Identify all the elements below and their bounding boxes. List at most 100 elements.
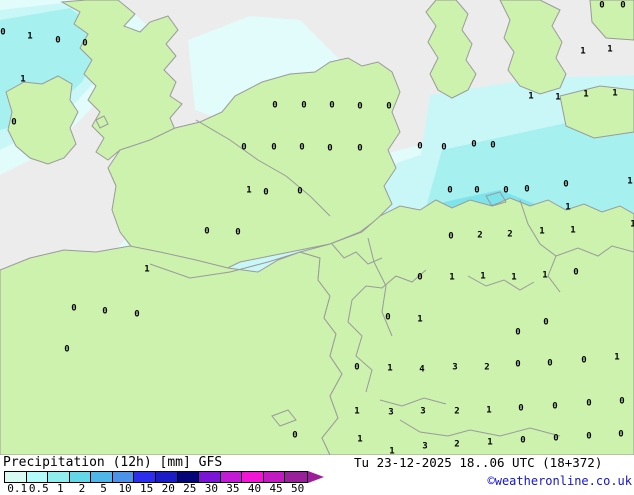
colorbar-swatch (5, 472, 27, 482)
border-france-germany (351, 269, 427, 301)
colorbar-tick-labels: 0.1 0.5 1 2 5 10 15 20 25 30 35 40 45 50 (4, 482, 334, 495)
precip-value-label: 0 (417, 141, 423, 152)
precip-value-label: 0 (327, 143, 333, 154)
precip-value-label: 0 (272, 100, 278, 111)
colorbar-tick: 40 (247, 482, 262, 495)
colorbar-swatch (48, 472, 70, 482)
precip-value-label: 1 (583, 89, 589, 100)
precip-value-label: 0 (357, 143, 363, 154)
precip-value-label: 1 (528, 91, 534, 102)
island-small-1 (485, 191, 507, 207)
border-germany-east (519, 199, 561, 293)
precip-value-label: 1 (487, 437, 493, 448)
precip-value-label: 0 (241, 142, 247, 153)
precip-value-label: 0 (354, 362, 360, 373)
colorbar-swatch (91, 472, 113, 482)
precip-value-label: 3 (452, 362, 458, 373)
colorbar-swatch (285, 472, 307, 482)
colorbar-tick: 25 (183, 482, 197, 495)
precip-value-label: 0 (71, 303, 77, 314)
precip-value-label: 0 (503, 185, 509, 196)
precip-value-label: 1 (570, 225, 576, 236)
precip-value-label: 0 (55, 35, 61, 46)
precip-value-label: 1 (607, 44, 613, 55)
precip-value-label: 0 (471, 139, 477, 150)
colorbar-tick: 35 (226, 482, 240, 495)
precip-value-label: 1 (357, 434, 363, 445)
precip-value-label: 0 (520, 435, 526, 446)
precip-value-label: 2 (454, 439, 460, 450)
land-central-europe (298, 197, 634, 455)
precip-value-label: 0 (553, 433, 559, 444)
precip-value-label: 0 (385, 312, 391, 323)
precip-value-label: 1 (354, 406, 360, 417)
precip-value-label: 1 (555, 92, 561, 103)
precip-value-label: 0 (271, 142, 277, 153)
precip-value-label: 2 (454, 406, 460, 417)
precipitation-map[interactable]: 0 1 0 0 1 0 0 0 0 0 0 0 0 0 0 0 0 0 1 1 1 1 1 1 0 0 0 0 1 0 0 0 0 1 0 0 0 0 0 1… (0, 0, 634, 455)
island-small-2 (271, 409, 297, 427)
precip-value-label: 3 (420, 406, 426, 417)
precip-value-label: 0 (586, 431, 592, 442)
colorbar-swatches[interactable] (4, 471, 308, 483)
precip-value-label: 0 (386, 101, 392, 112)
precip-value-label: 0 (581, 355, 587, 366)
precip-value-label: 0 (102, 306, 108, 317)
land-sweden-south (589, 0, 634, 41)
colorbar-swatch (199, 472, 221, 482)
border-poland (555, 245, 634, 257)
precip-value-label: 0 (11, 117, 17, 128)
precip-value-label: 0 (552, 401, 558, 412)
colorbar-swatch (112, 472, 135, 482)
precip-value-label: 1 (565, 202, 571, 213)
precip-value-label: 0 (543, 317, 549, 328)
border-alps-italy (399, 419, 561, 437)
precip-value-label: 2 (477, 230, 483, 241)
colorbar-swatch (69, 472, 92, 482)
land-denmark (425, 0, 477, 99)
colorbar-tick: 0.1 (7, 482, 28, 495)
border-alps (347, 299, 373, 393)
colorbar-tick: 50 (291, 482, 305, 495)
precip-value-label: 0 (618, 429, 624, 440)
precip-value-label: 1 (486, 405, 492, 416)
precip-value-label: 0 (586, 398, 592, 409)
precip-value-label: 1 (511, 272, 517, 283)
precip-value-label: 0 (599, 0, 605, 11)
precip-value-label: 0 (547, 358, 553, 369)
colorbar-tick: 30 (204, 482, 218, 495)
precip-value-label: 0 (490, 140, 496, 151)
precip-value-label: 1 (20, 74, 26, 85)
isle-of-man (95, 115, 109, 129)
colorbar-swatch (242, 472, 264, 482)
precip-value-label: 1 (389, 446, 395, 455)
land-baltic-coast (559, 85, 634, 139)
precip-value-label: 0 (474, 185, 480, 196)
precip-value-label: 1 (542, 270, 548, 281)
border-czech (467, 275, 535, 291)
land-scandinavia (499, 0, 567, 95)
land-france-iberia (0, 245, 343, 455)
precip-value-label: 1 (417, 314, 423, 325)
colorbar-tick: 10 (118, 482, 132, 495)
precip-value-label: 0 (563, 179, 569, 190)
precip-value-label: 1 (630, 219, 634, 230)
precip-value-label: 0 (64, 344, 70, 355)
copyright-link[interactable]: ©weatheronline.co.uk (487, 474, 633, 488)
precip-value-label: 0 (447, 185, 453, 196)
precip-value-label: 0 (292, 430, 298, 441)
colorbar-swatch (177, 472, 200, 482)
colorbar-tick: 45 (269, 482, 283, 495)
colorbar[interactable] (4, 471, 308, 483)
colorbar-overflow-arrow (308, 471, 324, 483)
colorbar-tick: 20 (161, 482, 175, 495)
colorbar-tick: 5 (100, 482, 107, 495)
precip-value-label: 1 (480, 271, 486, 282)
precip-value-label: 0 (441, 142, 447, 153)
precip-value-label: 1 (387, 363, 393, 374)
precip-value-label: 3 (388, 407, 394, 418)
precip-value-label: 0 (515, 327, 521, 338)
colorbar-swatch (134, 472, 156, 482)
map-canvas (0, 0, 634, 455)
precip-value-label: 4 (419, 364, 425, 375)
